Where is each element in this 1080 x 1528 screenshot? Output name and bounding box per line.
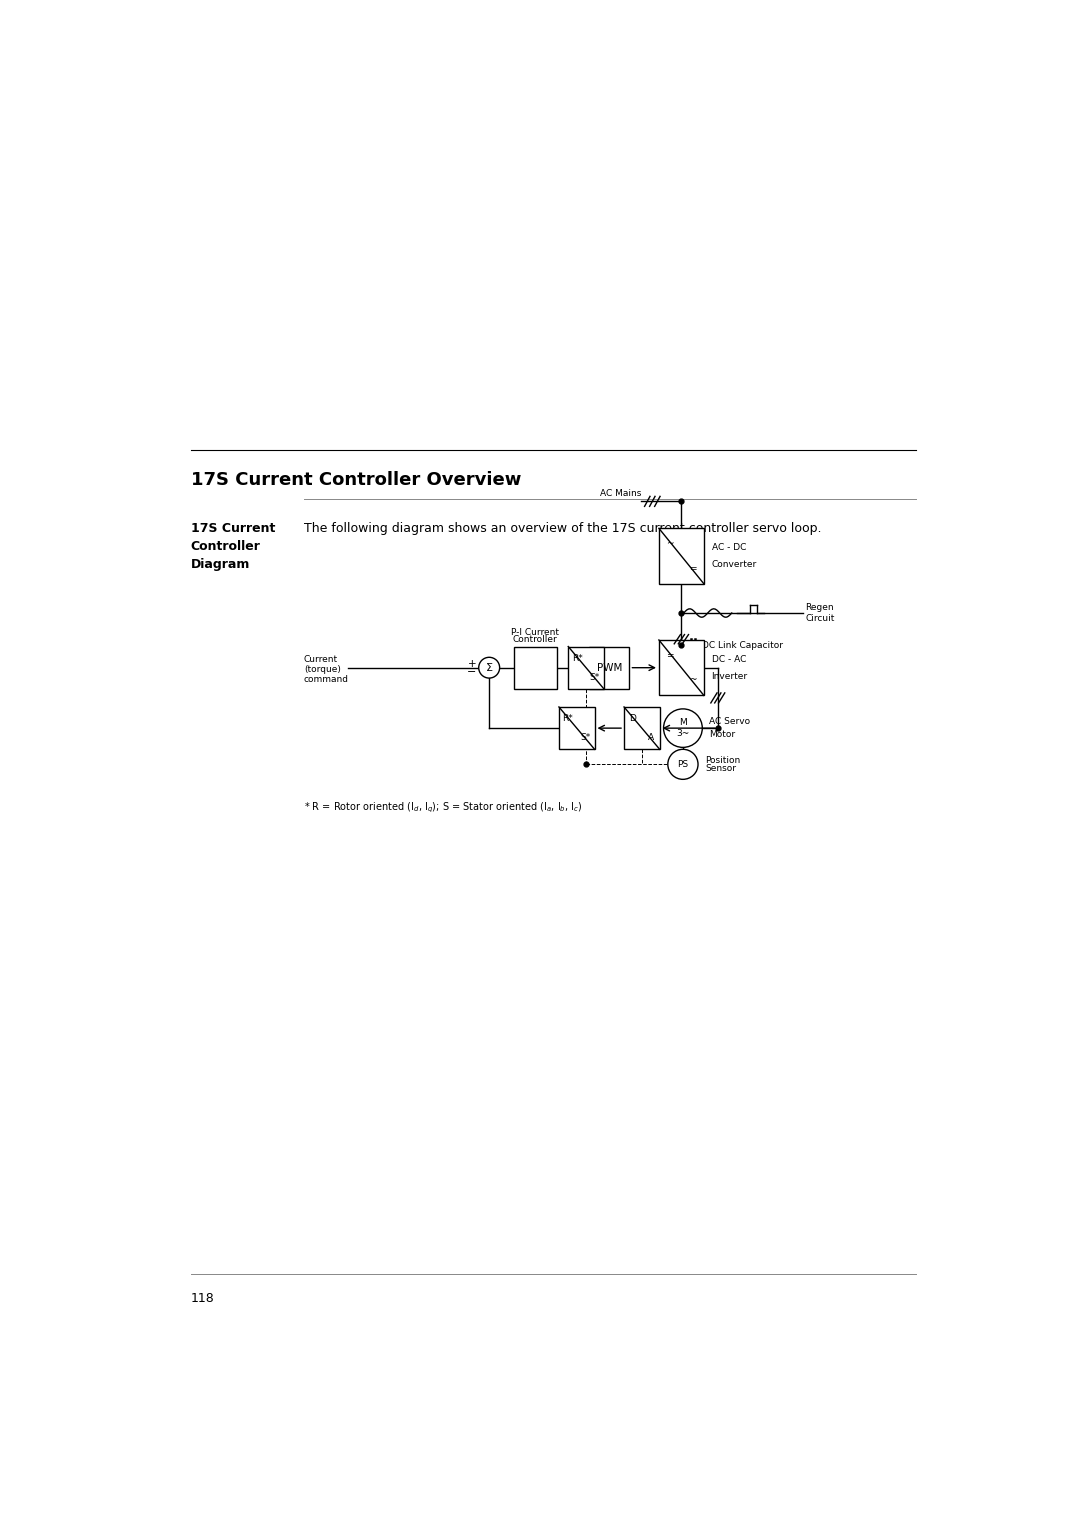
- Text: Converter: Converter: [712, 559, 757, 568]
- Text: command: command: [303, 675, 349, 683]
- Text: Position: Position: [705, 756, 740, 766]
- Text: S*: S*: [581, 733, 591, 743]
- Text: Sensor: Sensor: [705, 764, 735, 773]
- FancyBboxPatch shape: [659, 640, 704, 695]
- Circle shape: [667, 749, 698, 779]
- FancyBboxPatch shape: [559, 707, 595, 749]
- Circle shape: [663, 709, 702, 747]
- Text: P-I Current: P-I Current: [511, 628, 559, 637]
- Text: =: =: [666, 651, 674, 660]
- Text: ~: ~: [666, 539, 674, 549]
- Text: S*: S*: [590, 672, 600, 681]
- Text: Σ: Σ: [486, 663, 492, 672]
- Text: Circuit: Circuit: [806, 614, 835, 623]
- Text: AC Mains: AC Mains: [599, 489, 642, 498]
- Text: −: −: [467, 668, 476, 677]
- Text: A: A: [648, 733, 653, 743]
- Text: * R = Rotor oriented (I$_d$, I$_q$); S = Stator oriented (I$_a$, I$_b$, I$_c$): * R = Rotor oriented (I$_d$, I$_q$); S =…: [303, 801, 583, 816]
- Text: =: =: [689, 564, 697, 573]
- Text: DC Link Capacitor: DC Link Capacitor: [702, 640, 783, 649]
- Circle shape: [478, 657, 500, 678]
- Text: R*: R*: [563, 714, 573, 723]
- Text: Controller: Controller: [513, 636, 557, 645]
- Text: 17S Current Controller Overview: 17S Current Controller Overview: [191, 471, 522, 489]
- FancyBboxPatch shape: [659, 529, 704, 584]
- FancyBboxPatch shape: [514, 646, 556, 689]
- Text: +: +: [468, 659, 476, 669]
- Text: PWM: PWM: [596, 663, 622, 672]
- FancyBboxPatch shape: [568, 646, 604, 689]
- Text: DC - AC: DC - AC: [712, 656, 746, 663]
- Text: The following diagram shows an overview of the 17S current controller servo loop: The following diagram shows an overview …: [303, 523, 822, 535]
- Text: AC Servo: AC Servo: [710, 718, 751, 726]
- FancyBboxPatch shape: [590, 646, 630, 689]
- Text: (torque): (torque): [303, 665, 341, 674]
- Text: Regen: Regen: [806, 604, 834, 613]
- FancyBboxPatch shape: [624, 707, 660, 749]
- Text: M
3~: M 3~: [676, 718, 689, 738]
- Text: R*: R*: [571, 654, 582, 663]
- Text: ~: ~: [689, 675, 697, 685]
- Text: D: D: [630, 714, 636, 723]
- Text: PS: PS: [677, 759, 688, 769]
- Text: 17S Current
Controller
Diagram: 17S Current Controller Diagram: [191, 523, 275, 571]
- Text: 118: 118: [191, 1293, 215, 1305]
- Text: Motor: Motor: [710, 730, 735, 740]
- Text: Inverter: Inverter: [712, 671, 747, 680]
- Text: Current: Current: [303, 656, 338, 665]
- Text: AC - DC: AC - DC: [712, 544, 746, 552]
